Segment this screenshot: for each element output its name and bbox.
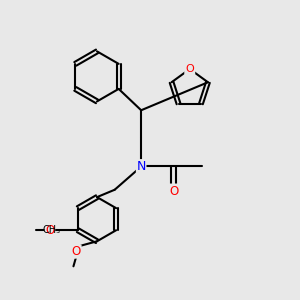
Text: O: O — [169, 185, 178, 198]
Text: O: O — [45, 224, 54, 237]
Text: N: N — [136, 160, 146, 173]
Text: CH₃: CH₃ — [43, 225, 61, 235]
Text: O: O — [72, 245, 81, 258]
Text: O: O — [185, 64, 194, 74]
